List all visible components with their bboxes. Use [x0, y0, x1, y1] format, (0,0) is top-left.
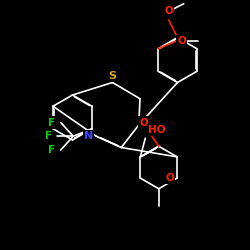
Text: F: F [48, 145, 56, 155]
Text: F: F [45, 131, 52, 141]
Text: O: O [165, 173, 174, 183]
Text: O: O [164, 6, 173, 16]
Text: F: F [48, 118, 56, 128]
Text: O: O [178, 36, 186, 46]
Text: N: N [84, 131, 94, 141]
Text: O: O [139, 118, 148, 128]
Text: S: S [108, 71, 116, 81]
Text: HO: HO [148, 125, 165, 135]
